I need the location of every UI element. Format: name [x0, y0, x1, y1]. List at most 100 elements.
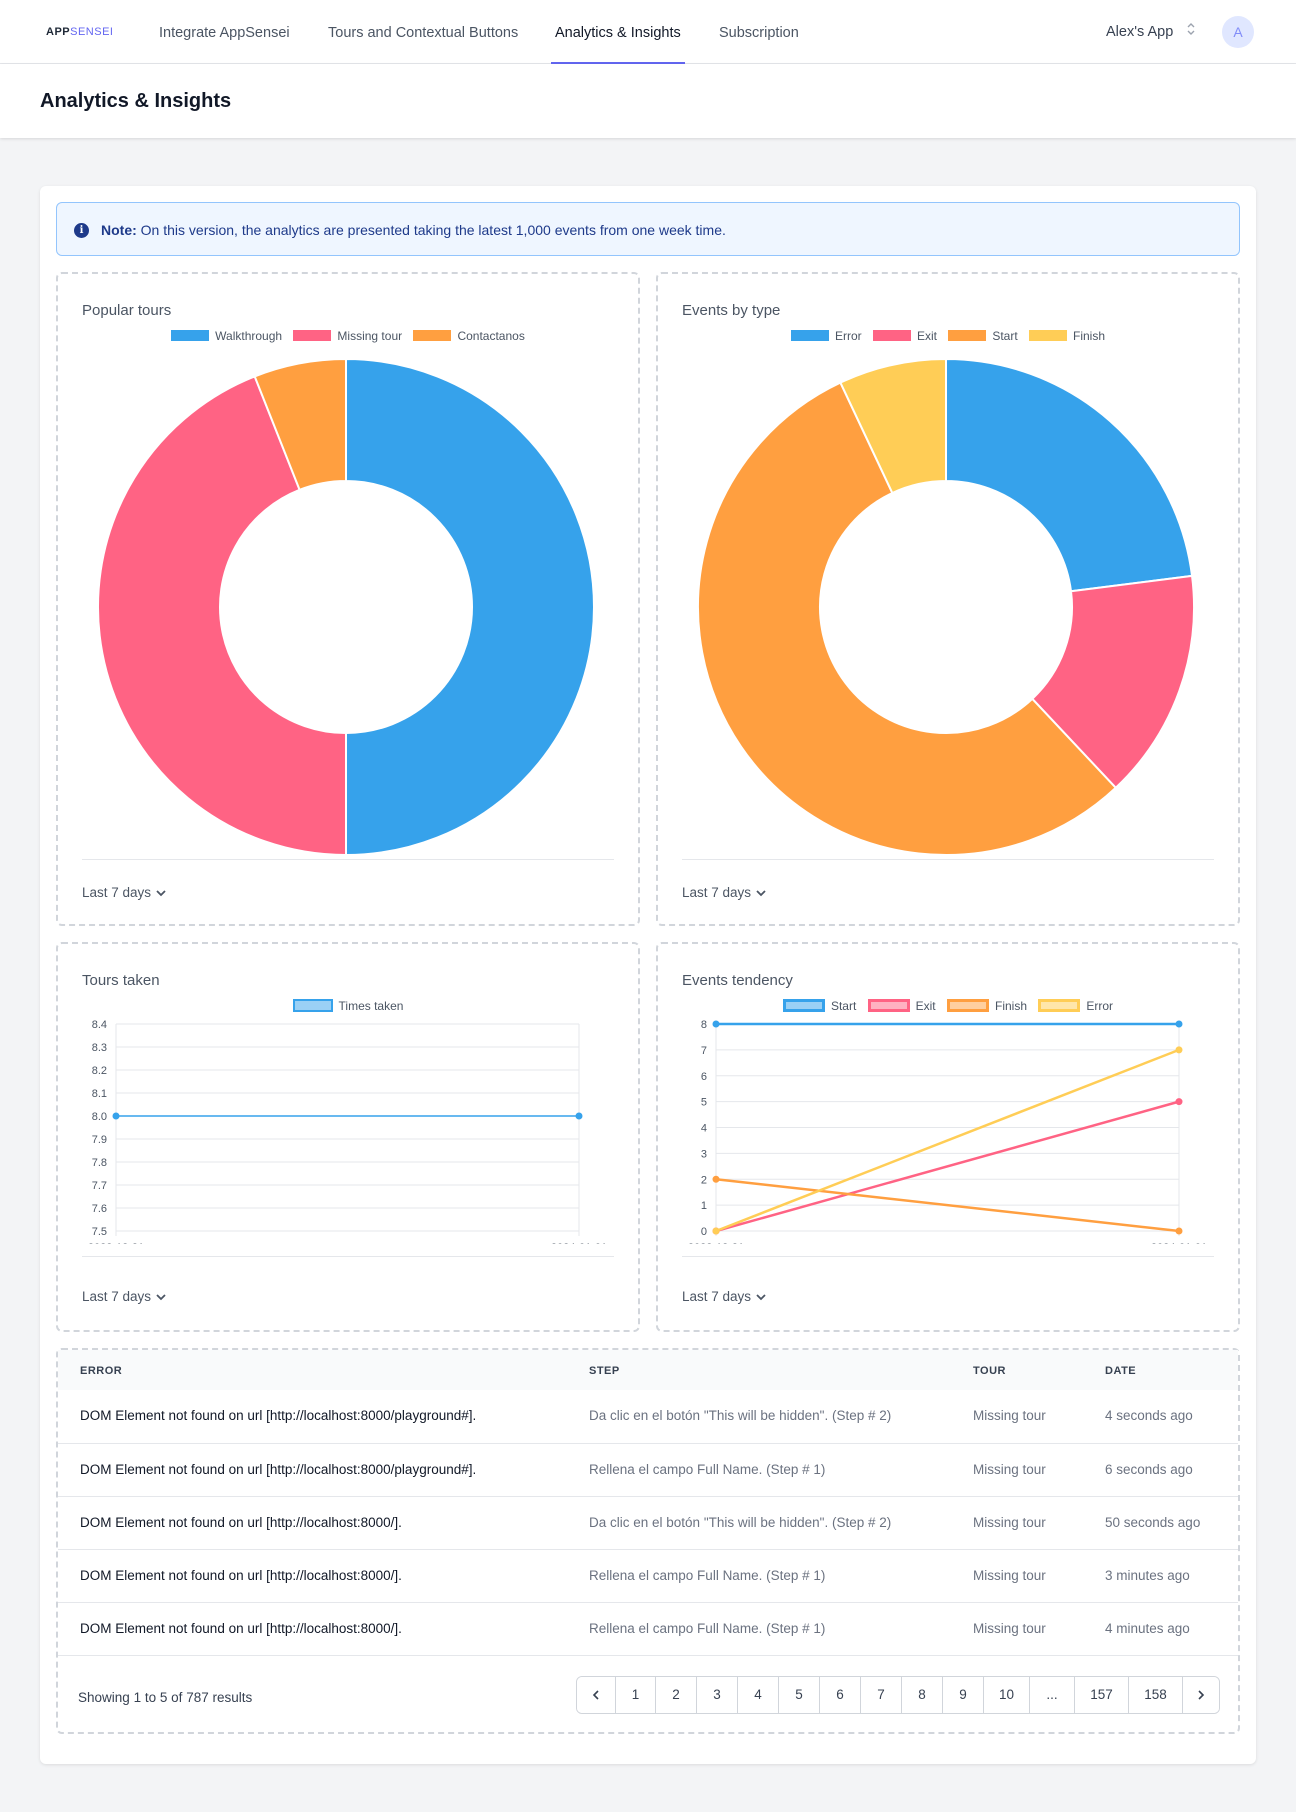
- results-summary: Showing 1 to 5 of 787 results: [78, 1690, 252, 1705]
- table-row[interactable]: DOM Element not found on url [http://loc…: [58, 1443, 1238, 1496]
- y-tick-label: 5: [701, 1097, 707, 1109]
- data-point[interactable]: [1175, 1227, 1183, 1235]
- previous-page-button[interactable]: [577, 1677, 615, 1713]
- chart-legend: Error Exit Start Finish: [658, 329, 1238, 343]
- y-tick-label: 7.5: [92, 1226, 107, 1238]
- legend-label: Start: [992, 329, 1018, 343]
- legend-label: Exit: [915, 999, 936, 1013]
- page-button[interactable]: 6: [819, 1677, 860, 1713]
- error-cell: DOM Element not found on url [http://loc…: [80, 1408, 477, 1423]
- panel-title: Tours taken: [82, 972, 160, 989]
- events-by-type-panel: Events by type Error Exit Start Finish L…: [656, 272, 1240, 926]
- legend-item[interactable]: Walkthrough: [171, 329, 282, 343]
- period-dropdown[interactable]: Last 7 days: [82, 885, 167, 901]
- page-button[interactable]: 1: [615, 1677, 655, 1713]
- donut-slice[interactable]: [253, 357, 347, 492]
- table-row[interactable]: DOM Element not found on url [http://loc…: [58, 1496, 1238, 1549]
- page-button[interactable]: 3: [696, 1677, 737, 1713]
- y-tick-label: 4: [701, 1123, 707, 1135]
- legend-label: Error: [834, 329, 862, 343]
- tour-cell: Missing tour: [973, 1462, 1046, 1477]
- legend-item[interactable]: Start: [948, 329, 1018, 343]
- tab-integrate-appsensei[interactable]: Integrate AppSensei: [159, 25, 290, 41]
- table-row[interactable]: DOM Element not found on url [http://loc…: [58, 1549, 1238, 1602]
- legend-item[interactable]: Finish: [1029, 329, 1105, 343]
- step-cell: Rellena el campo Full Name. (Step # 1): [589, 1462, 826, 1477]
- legend-item[interactable]: Error: [1038, 999, 1113, 1013]
- period-dropdown[interactable]: Last 7 days: [82, 1289, 167, 1305]
- legend-item[interactable]: Times taken: [292, 999, 403, 1013]
- popular-tours-panel: Popular tours Walkthrough Missing tour C…: [56, 272, 640, 926]
- data-point[interactable]: [712, 1020, 720, 1028]
- events-by-type-donut-chart: [697, 357, 1195, 856]
- app-selector[interactable]: Alex's App: [1106, 0, 1196, 64]
- error-cell: DOM Element not found on url [http://loc…: [80, 1568, 402, 1583]
- tab-tours-and-contextual-buttons[interactable]: Tours and Contextual Buttons: [328, 25, 519, 41]
- data-point[interactable]: [1175, 1020, 1183, 1028]
- data-point[interactable]: [712, 1227, 720, 1235]
- y-tick-label: 7.6: [92, 1203, 107, 1215]
- tour-cell: Missing tour: [973, 1515, 1046, 1530]
- series-line: [715, 1048, 1180, 1233]
- data-point[interactable]: [575, 1112, 583, 1120]
- legend-item[interactable]: Error: [790, 329, 862, 343]
- app-selector-label: Alex's App: [1106, 24, 1174, 40]
- data-point[interactable]: [112, 1112, 120, 1120]
- page-button[interactable]: 5: [778, 1677, 819, 1713]
- table-row[interactable]: DOM Element not found on url [http://loc…: [58, 1390, 1238, 1443]
- showing-prefix: Showing: [78, 1690, 130, 1705]
- data-point[interactable]: [1175, 1098, 1183, 1106]
- page-button[interactable]: 7: [860, 1677, 901, 1713]
- tab-subscription[interactable]: Subscription: [719, 25, 799, 41]
- donut-slice[interactable]: [345, 357, 595, 857]
- donut-slice[interactable]: [1030, 574, 1195, 790]
- legend-item[interactable]: Contactanos: [413, 329, 525, 343]
- legend-item[interactable]: Start: [782, 999, 856, 1013]
- user-avatar[interactable]: A: [1222, 16, 1254, 48]
- date-cell: 4 seconds ago: [1105, 1408, 1193, 1423]
- date-cell: 3 minutes ago: [1105, 1568, 1190, 1583]
- y-tick-label: 7.7: [92, 1180, 107, 1192]
- pagination: 1 2 3 4 5 6 7 8 9 10 ... 157 158: [576, 1676, 1220, 1714]
- data-point[interactable]: [1175, 1046, 1183, 1054]
- next-page-button[interactable]: [1182, 1677, 1219, 1713]
- data-point[interactable]: [712, 1175, 720, 1183]
- legend-item[interactable]: Finish: [947, 999, 1027, 1013]
- donut-slice[interactable]: [97, 375, 347, 857]
- table-footer: Showing 1 to 5 of 787 results 1 2 3 4 5 …: [58, 1655, 1238, 1732]
- page-button[interactable]: 158: [1128, 1677, 1182, 1713]
- y-tick-label: 7.9: [92, 1134, 107, 1146]
- donut-slice[interactable]: [945, 357, 1194, 593]
- events-tendency-line-chart: 8 7 6 5 4 3 2 1 0 2023-12-31 2024-01-01: [688, 1019, 1207, 1244]
- date-cell: 50 seconds ago: [1105, 1515, 1201, 1530]
- period-dropdown[interactable]: Last 7 days: [682, 1289, 767, 1305]
- chevron-up-down-icon: [1186, 0, 1196, 64]
- tab-analytics-insights[interactable]: Analytics & Insights: [551, 0, 685, 64]
- y-tick-label: 8.3: [92, 1042, 107, 1054]
- legend-label: Exit: [916, 329, 937, 343]
- page-button[interactable]: 2: [655, 1677, 696, 1713]
- page-button[interactable]: 4: [737, 1677, 778, 1713]
- analytics-card: i Note: On this version, the analytics a…: [40, 186, 1256, 1764]
- panel-title: Events by type: [682, 302, 781, 319]
- x-tick-label: 2024-01-01: [551, 1242, 607, 1244]
- x-tick-label: 2023-12-31: [88, 1242, 144, 1244]
- page-button[interactable]: 9: [942, 1677, 983, 1713]
- period-dropdown[interactable]: Last 7 days: [682, 885, 767, 901]
- appsensei-logo[interactable]: APPSENSEI: [46, 26, 113, 38]
- page-button[interactable]: 157: [1074, 1677, 1128, 1713]
- chevron-down-icon: [155, 886, 167, 901]
- x-tick-label: 2024-01-01: [1151, 1242, 1207, 1244]
- legend-item[interactable]: Exit: [867, 999, 936, 1013]
- legend-item[interactable]: Missing tour: [293, 329, 402, 343]
- page-button[interactable]: 10: [983, 1677, 1029, 1713]
- donut-slice[interactable]: [839, 357, 947, 495]
- table-row[interactable]: DOM Element not found on url [http://loc…: [58, 1602, 1238, 1655]
- donut-slice[interactable]: [697, 381, 1118, 856]
- page-button[interactable]: 8: [901, 1677, 942, 1713]
- legend-item[interactable]: Exit: [872, 329, 937, 343]
- note-text: Note: On this version, the analytics are…: [101, 222, 726, 238]
- tours-taken-line-chart: 8.4 8.3 8.2 8.1 8.0 7.9 7.8 7.7 7.6 7.5 2023-12-31…: [88, 1019, 607, 1244]
- chevron-down-icon: [755, 886, 767, 901]
- table-header: ERROR STEP TOUR DATE: [58, 1350, 1238, 1390]
